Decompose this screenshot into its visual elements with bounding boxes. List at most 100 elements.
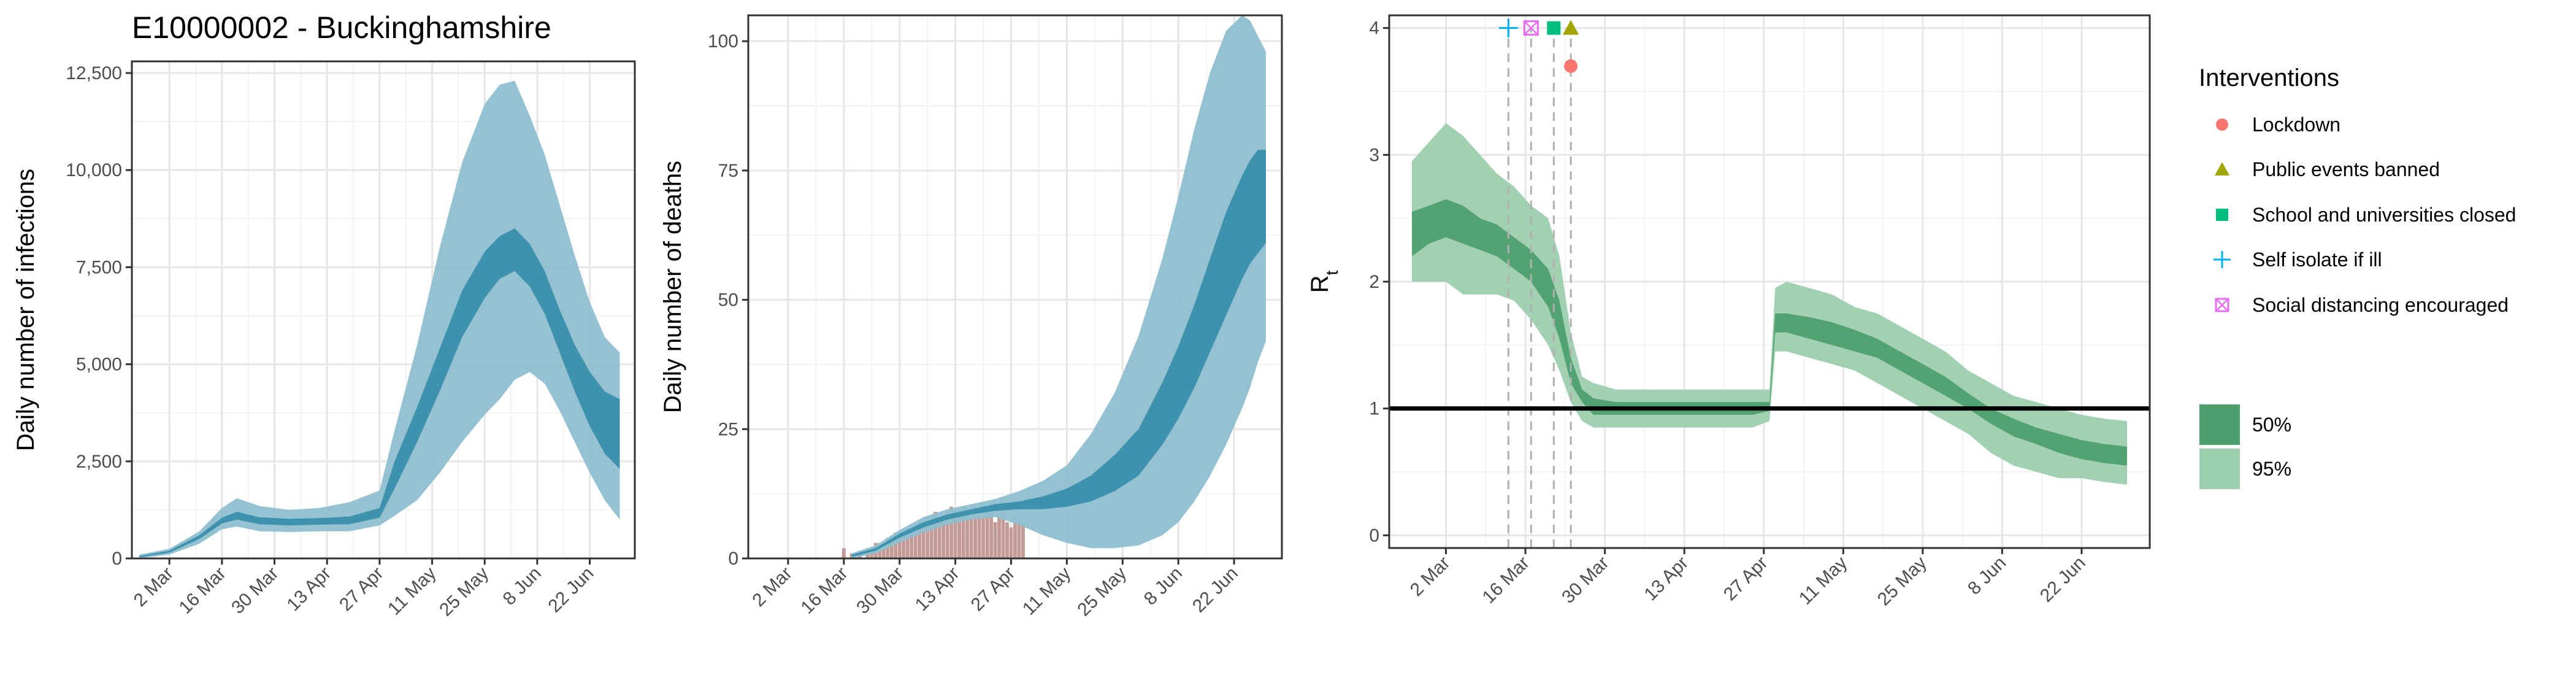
legend-label: Public events banned	[2252, 158, 2440, 180]
y-tick-label: 1	[1369, 399, 1379, 419]
death-bar	[941, 522, 946, 558]
death-bar	[977, 512, 981, 558]
x-tick-label: 22 Jun	[2036, 553, 2090, 606]
death-bar	[965, 512, 970, 558]
y-tick-label: 7,500	[76, 257, 122, 277]
band-95	[139, 80, 620, 559]
y-tick-label: 50	[718, 290, 738, 311]
death-bar	[997, 517, 1001, 558]
x-tick-label: 2 Mar	[1406, 553, 1454, 601]
intervention-marker	[1524, 20, 1539, 36]
legend: Interventions Lockdown Public events bann…	[2198, 64, 2516, 490]
death-bar	[889, 542, 894, 558]
y-tick-label: 100	[708, 31, 738, 52]
x-tick-label: 27 Apr	[967, 563, 1019, 615]
death-bar	[841, 548, 846, 558]
x-tick-label: 27 Apr	[1720, 553, 1772, 605]
intervention-marker	[1562, 20, 1579, 35]
band-50	[851, 150, 1266, 557]
panel-border	[131, 60, 636, 560]
legend-key-boxx	[2215, 298, 2229, 312]
y-axis-title-subscript: t	[1322, 270, 1341, 275]
band-50	[1412, 199, 2127, 466]
deaths-panel: 0 25 50 75 100 2 Mar 16 Mar 30 Mar 13 Apr 27 Apr 1…	[659, 14, 1283, 620]
death-bar	[921, 527, 926, 558]
legend-label: Lockdown	[2252, 114, 2340, 136]
legend-band-label: 50%	[2252, 414, 2291, 436]
x-tick-label: 25 May	[1874, 553, 1931, 610]
death-bar	[937, 517, 941, 558]
death-bar	[897, 538, 902, 558]
death-bar	[918, 522, 922, 558]
death-bar	[929, 522, 933, 558]
y-tick-label: 10,000	[66, 160, 122, 180]
x-tick-label: 22 Jun	[1189, 563, 1242, 617]
y-tick-label: 75	[718, 161, 738, 181]
y-axis-title: Rt	[1306, 270, 1341, 293]
y-tick-label: 3	[1369, 145, 1379, 165]
intervention-marker	[1564, 59, 1578, 73]
y-tick-label: 0	[728, 549, 738, 569]
death-bar	[913, 527, 918, 558]
x-tick-label: 25 May	[435, 563, 493, 620]
y-tick-label: 25	[718, 419, 738, 439]
death-bar	[985, 506, 989, 558]
x-tick-label: 2 Mar	[130, 563, 178, 611]
intervention-marker	[1547, 21, 1561, 35]
death-bar	[957, 512, 962, 558]
death-bar	[993, 522, 997, 558]
legend-label: Self isolate if ill	[2252, 249, 2382, 271]
y-tick-label: 5,000	[76, 355, 122, 375]
legend-key-circle	[2216, 118, 2228, 131]
x-tick-label: 16 Mar	[175, 563, 229, 618]
legend-label: School and universities closed	[2252, 204, 2516, 226]
x-tick-label: 30 Mar	[1558, 553, 1612, 608]
death-bar	[949, 506, 954, 558]
x-tick-label: 8 Jun	[1964, 553, 2010, 599]
death-bar	[989, 512, 993, 558]
legend-title: Interventions	[2199, 64, 2339, 91]
death-bar	[894, 532, 898, 558]
y-axis-title: Daily number of infections	[12, 169, 39, 451]
death-bar	[1005, 522, 1009, 558]
y-tick-label: 0	[112, 549, 122, 569]
y-tick-label: 2	[1369, 272, 1379, 292]
intervention-marker	[1523, 20, 1539, 36]
y-tick-label: 12,500	[66, 63, 122, 83]
x-tick-label: 25 May	[1073, 563, 1130, 620]
death-bar	[945, 512, 949, 558]
death-bar	[881, 548, 886, 558]
x-tick-label: 2 Mar	[748, 563, 796, 611]
x-tick-label: 13 Apr	[911, 563, 964, 615]
x-tick-label: 11 May	[384, 563, 440, 619]
death-bar	[926, 517, 930, 558]
y-tick-label: 0	[1369, 525, 1379, 546]
death-bar	[981, 517, 985, 558]
legend-band-swatch	[2198, 447, 2241, 490]
x-tick-label: 11 May	[1795, 553, 1851, 609]
y-tick-label: 2,500	[76, 452, 122, 472]
legend-key-boxx	[2215, 298, 2229, 312]
panel-border	[747, 14, 1283, 560]
x-tick-label: 13 Apr	[283, 563, 335, 615]
x-tick-label: 27 Apr	[335, 563, 388, 615]
legend-band-label: 95%	[2252, 458, 2291, 480]
x-tick-label: 30 Mar	[853, 563, 907, 618]
y-tick-label: 4	[1369, 18, 1379, 39]
death-bar	[1021, 522, 1025, 558]
death-bar	[902, 532, 906, 558]
x-tick-label: 16 Mar	[1479, 553, 1533, 608]
x-tick-label: 30 Mar	[228, 563, 282, 618]
x-tick-label: 22 Jun	[544, 563, 597, 617]
x-tick-label: 13 Apr	[1640, 553, 1692, 605]
death-bar	[969, 517, 973, 558]
legend-band-swatch	[2198, 403, 2241, 446]
rt-panel: 0 1 2 3 4 2 Mar 16 Mar 30 Mar 13 Apr 27 Apr 11 May…	[1306, 14, 2151, 610]
x-tick-label: 16 Mar	[797, 563, 851, 618]
death-bar	[973, 506, 977, 558]
y-axis-title: Daily number of deaths	[659, 161, 686, 413]
legend-key-triangle	[2215, 162, 2229, 176]
x-tick-label: 11 May	[1019, 563, 1075, 619]
death-bar	[953, 517, 957, 558]
